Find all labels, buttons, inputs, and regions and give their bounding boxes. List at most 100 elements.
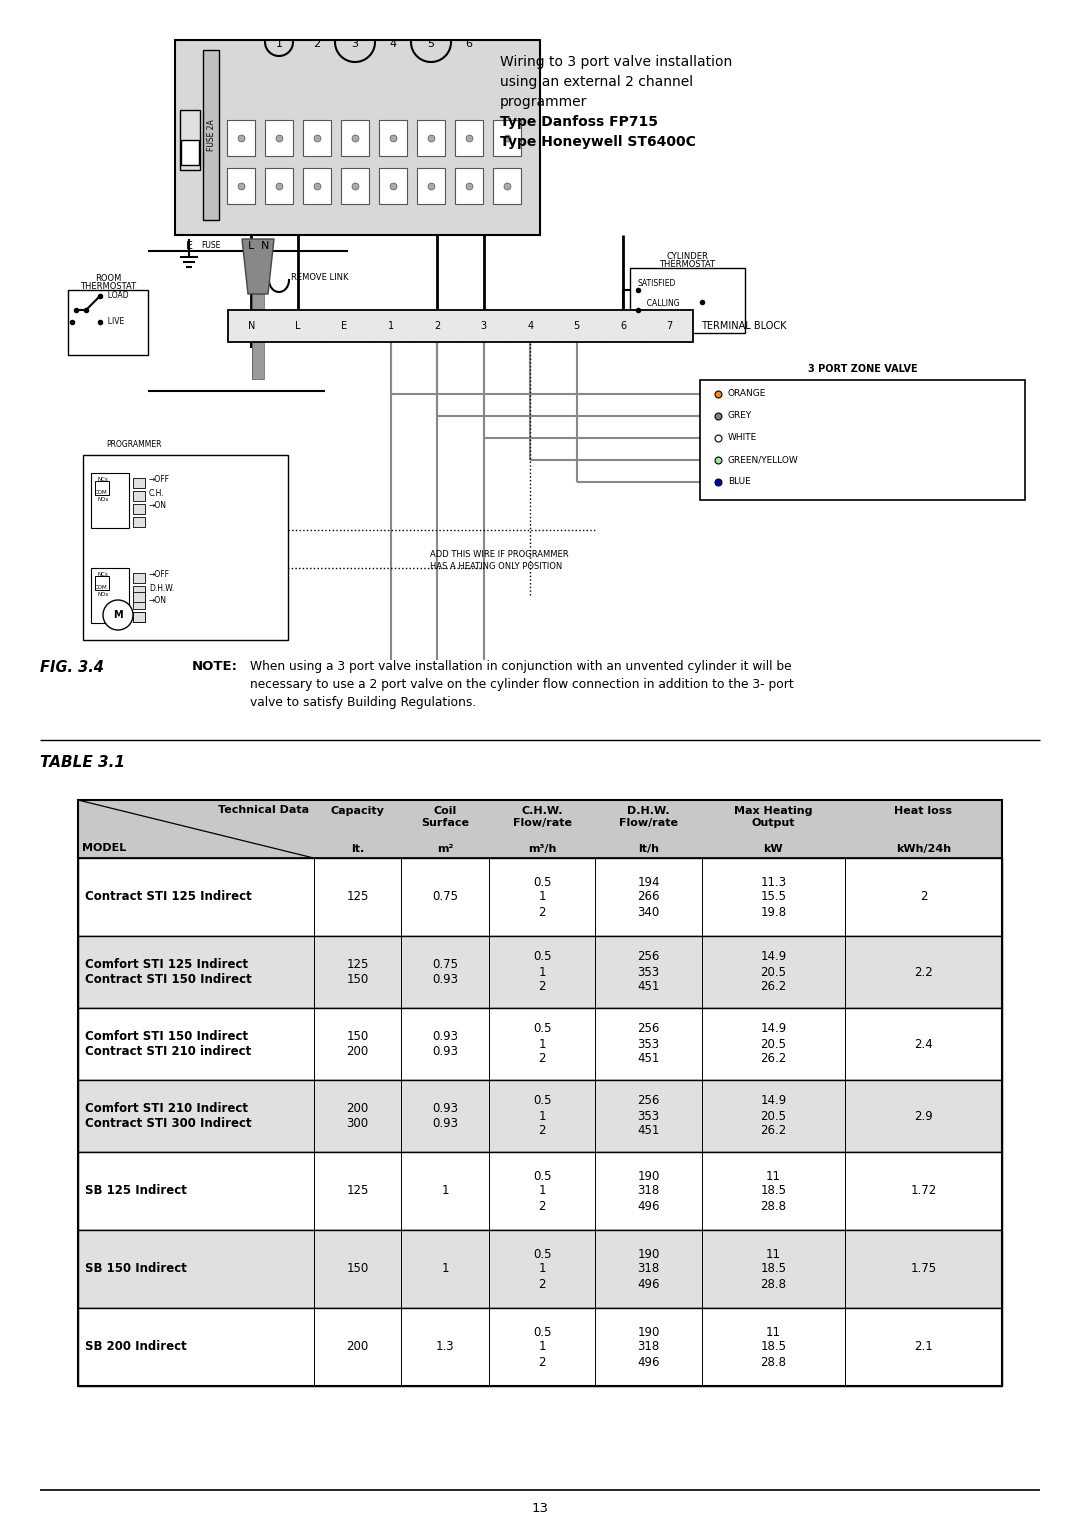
- Text: 0.93: 0.93: [432, 1030, 458, 1044]
- Text: 2.9: 2.9: [914, 1109, 933, 1123]
- Text: 2.4: 2.4: [914, 1038, 933, 1051]
- Text: 0.5: 0.5: [534, 876, 552, 888]
- Text: COM: COM: [95, 585, 108, 590]
- Bar: [78, 859, 1002, 937]
- Text: 20.5: 20.5: [760, 1038, 786, 1051]
- Bar: [78, 1080, 1002, 1152]
- Text: →OFF: →OFF: [149, 570, 170, 579]
- Text: SB 150 Indirect: SB 150 Indirect: [85, 1262, 187, 1276]
- Bar: [133, 587, 145, 596]
- Text: 0.75: 0.75: [432, 891, 458, 903]
- Text: using an external 2 channel: using an external 2 channel: [500, 75, 693, 89]
- Bar: [78, 1008, 1002, 1080]
- Polygon shape: [242, 238, 274, 293]
- Text: 2: 2: [539, 1277, 546, 1291]
- Text: 200: 200: [347, 1045, 368, 1057]
- Text: 28.8: 28.8: [760, 1277, 786, 1291]
- Text: kWh/24h: kWh/24h: [896, 843, 951, 854]
- Text: D.H.W.: D.H.W.: [149, 584, 174, 593]
- Text: 150: 150: [347, 1262, 368, 1276]
- Bar: [417, 121, 445, 156]
- Bar: [203, 50, 219, 220]
- Text: 1: 1: [442, 1262, 449, 1276]
- Text: Wiring to 3 port valve installation: Wiring to 3 port valve installation: [500, 55, 732, 69]
- Text: SB 125 Indirect: SB 125 Indirect: [85, 1184, 187, 1198]
- Text: 11: 11: [766, 1325, 781, 1339]
- Text: 353: 353: [637, 966, 660, 978]
- Text: LIVE: LIVE: [103, 318, 124, 327]
- Text: N: N: [260, 241, 269, 251]
- Text: 125: 125: [347, 958, 368, 970]
- Text: 5: 5: [428, 40, 434, 49]
- Text: THERMOSTAT: THERMOSTAT: [80, 283, 136, 290]
- Text: Comfort STI 150 Indirect: Comfort STI 150 Indirect: [85, 1030, 248, 1044]
- Text: →ON: →ON: [149, 501, 167, 510]
- Bar: [133, 599, 145, 610]
- Text: 496: 496: [637, 1199, 660, 1213]
- Text: 3: 3: [481, 321, 487, 332]
- Bar: [227, 168, 255, 205]
- Text: THERMOSTAT: THERMOSTAT: [660, 260, 716, 269]
- Text: SB 200 Indirect: SB 200 Indirect: [85, 1340, 187, 1354]
- Text: 1: 1: [539, 1038, 546, 1051]
- Bar: [133, 504, 145, 513]
- Text: 26.2: 26.2: [760, 1125, 786, 1137]
- Bar: [133, 591, 145, 602]
- Text: 353: 353: [637, 1109, 660, 1123]
- Text: LOAD: LOAD: [103, 292, 129, 301]
- Text: lt.: lt.: [351, 843, 364, 854]
- Text: GREEN/YELLOW: GREEN/YELLOW: [728, 455, 799, 465]
- Text: M: M: [113, 610, 123, 620]
- Text: 6: 6: [620, 321, 626, 332]
- Text: valve to satisfy Building Regulations.: valve to satisfy Building Regulations.: [249, 695, 476, 709]
- Text: 0.93: 0.93: [432, 1102, 458, 1115]
- Text: 28.8: 28.8: [760, 1355, 786, 1369]
- Bar: [133, 613, 145, 622]
- Bar: [265, 168, 293, 205]
- Text: →ON: →ON: [149, 596, 167, 605]
- Text: 256: 256: [637, 1094, 660, 1108]
- Text: D.H.W.
Flow/rate: D.H.W. Flow/rate: [619, 805, 678, 828]
- Text: 4: 4: [390, 40, 396, 49]
- Text: L: L: [295, 321, 300, 332]
- Text: FUSE: FUSE: [201, 241, 220, 251]
- Text: 318: 318: [637, 1340, 660, 1354]
- Text: 125: 125: [347, 1184, 368, 1198]
- Text: 2.2: 2.2: [914, 966, 933, 978]
- Text: 190: 190: [637, 1325, 660, 1339]
- Text: 125: 125: [347, 891, 368, 903]
- Text: 2: 2: [539, 1355, 546, 1369]
- Text: 28.8: 28.8: [760, 1199, 786, 1213]
- Bar: [133, 490, 145, 501]
- Text: 266: 266: [637, 891, 660, 903]
- Text: NCs: NCs: [97, 477, 108, 481]
- Text: 1: 1: [539, 966, 546, 978]
- Text: COM: COM: [95, 490, 108, 495]
- Bar: [303, 168, 330, 205]
- Text: 11: 11: [766, 1247, 781, 1261]
- Text: NOs: NOs: [97, 497, 108, 503]
- Text: 20.5: 20.5: [760, 1109, 786, 1123]
- Text: 1.72: 1.72: [910, 1184, 936, 1198]
- Text: E: E: [186, 241, 192, 251]
- Text: E: E: [341, 321, 348, 332]
- Text: kW: kW: [764, 843, 783, 854]
- Text: CYLINDER: CYLINDER: [666, 252, 708, 261]
- Bar: [78, 801, 1002, 1386]
- Bar: [492, 121, 521, 156]
- Bar: [341, 121, 369, 156]
- Text: Heat loss: Heat loss: [894, 805, 953, 816]
- Bar: [180, 110, 200, 170]
- Text: NCs: NCs: [97, 571, 108, 578]
- Bar: [455, 168, 483, 205]
- Bar: [83, 455, 288, 640]
- Text: 5: 5: [573, 321, 580, 332]
- Text: L: L: [248, 241, 254, 251]
- Bar: [78, 1230, 1002, 1308]
- Text: 0.93: 0.93: [432, 1045, 458, 1057]
- Text: 11: 11: [766, 1169, 781, 1183]
- Text: 190: 190: [637, 1247, 660, 1261]
- Text: ORANGE: ORANGE: [728, 390, 767, 399]
- Text: BLUE: BLUE: [728, 477, 751, 486]
- Text: REMOVE LINK: REMOVE LINK: [291, 274, 349, 283]
